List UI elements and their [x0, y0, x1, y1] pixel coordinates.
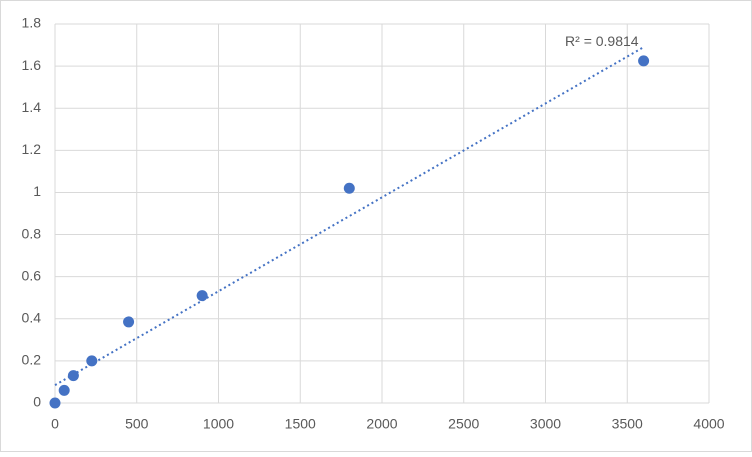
x-tick-label: 1500 [285, 416, 316, 432]
x-tick-label: 500 [125, 416, 149, 432]
y-tick-label: 0.2 [22, 352, 42, 368]
trendline [54, 46, 645, 386]
point [86, 355, 98, 367]
point [196, 290, 208, 302]
y-tick-label: 0.8 [22, 225, 42, 241]
x-tick-label: 1000 [203, 416, 234, 432]
point [123, 316, 135, 328]
y-tick-label: 0.4 [22, 309, 42, 325]
x-tick-label: 0 [51, 416, 59, 432]
trendline-label: R² = 0.9814 [565, 33, 639, 49]
x-tick-label: 4000 [693, 416, 724, 432]
x-tick-label: 2500 [448, 416, 479, 432]
y-tick-label: 1 [33, 183, 41, 199]
y-tick-label: 1.4 [22, 99, 42, 115]
y-tick-label: 0.6 [22, 267, 42, 283]
x-tick-label: 2000 [366, 416, 397, 432]
y-tick-label: 0 [33, 394, 41, 410]
x-tick-label: 3500 [612, 416, 643, 432]
x-tick-label: 3000 [530, 416, 561, 432]
y-tick-label: 1.8 [22, 15, 42, 31]
point [58, 384, 70, 396]
point [638, 55, 650, 67]
point [343, 182, 355, 194]
y-tick-label: 1.6 [22, 57, 42, 73]
point [67, 370, 79, 382]
y-tick-label: 1.2 [22, 141, 42, 157]
point [49, 397, 61, 409]
